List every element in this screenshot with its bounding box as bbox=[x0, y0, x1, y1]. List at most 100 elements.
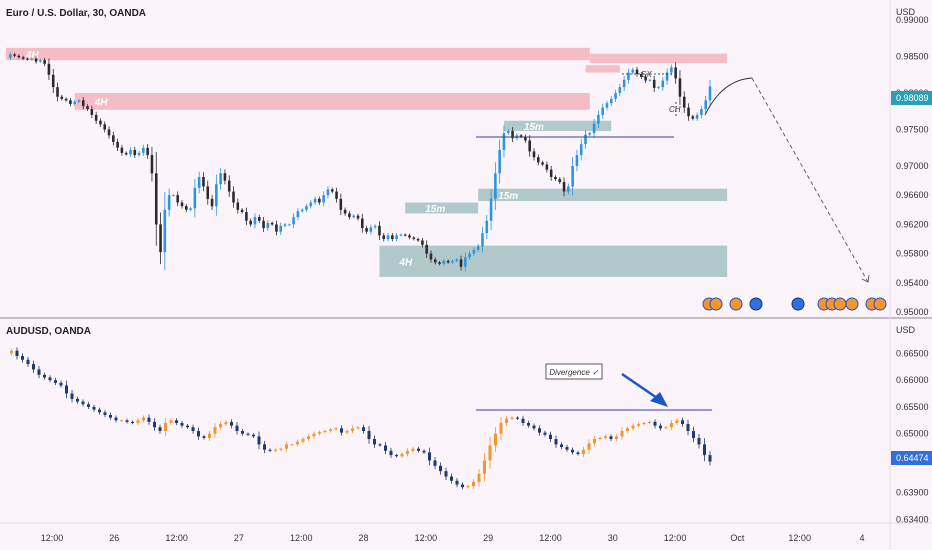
eur-candle bbox=[227, 180, 231, 192]
eur-candle bbox=[39, 60, 42, 62]
aud-candle bbox=[416, 448, 421, 451]
event-icon[interactable] bbox=[749, 297, 763, 311]
eur-price-scale[interactable]: 0.990000.985000.980000.975000.970000.966… bbox=[896, 15, 929, 317]
eur-candle bbox=[163, 209, 167, 253]
economic-event-icons[interactable] bbox=[702, 297, 887, 311]
demand-zone[interactable] bbox=[405, 202, 479, 214]
event-icon[interactable] bbox=[729, 297, 743, 311]
eur-candle bbox=[193, 187, 197, 209]
eur-candle bbox=[558, 179, 562, 183]
projection-dashed-arrow[interactable] bbox=[751, 77, 869, 283]
aud-candle bbox=[642, 422, 646, 425]
eur-candle bbox=[579, 144, 583, 156]
supply-zone[interactable] bbox=[6, 47, 590, 61]
aud-candle bbox=[356, 427, 360, 429]
supply-zone[interactable] bbox=[585, 65, 620, 73]
aud-candle bbox=[169, 420, 173, 423]
divergence-arrow[interactable] bbox=[621, 372, 661, 402]
eur-candle bbox=[288, 224, 291, 226]
aud-price-scale[interactable]: 0.665000.660000.655000.650000.645000.639… bbox=[896, 348, 929, 524]
x-tick: 12:00 bbox=[165, 533, 188, 543]
eur-candle bbox=[129, 149, 132, 155]
eur-candle bbox=[309, 202, 313, 207]
aud-candle bbox=[631, 425, 635, 429]
aud-candle bbox=[284, 444, 289, 449]
aud-candle bbox=[103, 412, 107, 415]
eur-candle bbox=[279, 225, 283, 232]
eur-y-tick: 0.95800 bbox=[896, 249, 929, 259]
eur-candle bbox=[34, 58, 38, 62]
eur-candle bbox=[56, 87, 59, 97]
eur-candle bbox=[262, 220, 265, 229]
x-tick: 4 bbox=[859, 533, 864, 543]
aud-candle bbox=[383, 445, 388, 451]
divergence-label-box[interactable] bbox=[545, 363, 603, 380]
supply-zone[interactable] bbox=[74, 93, 590, 110]
aud-candle bbox=[70, 393, 74, 399]
eur-candle bbox=[412, 237, 416, 239]
aud-candle bbox=[273, 449, 278, 451]
demand-zone[interactable] bbox=[503, 120, 612, 131]
eur-candle bbox=[459, 259, 463, 267]
eur-candle bbox=[506, 130, 510, 134]
eur-candle bbox=[86, 106, 89, 110]
x-tick: 30 bbox=[608, 533, 618, 543]
aud-candle bbox=[86, 404, 91, 407]
event-icon[interactable] bbox=[791, 297, 805, 311]
aud-y-tick: 0.63400 bbox=[896, 514, 929, 524]
x-tick: 29 bbox=[483, 533, 493, 543]
eur-candle bbox=[77, 100, 81, 102]
aud-candle bbox=[185, 425, 190, 428]
eur-candle bbox=[691, 116, 695, 119]
aud-candle bbox=[592, 439, 597, 444]
event-icon[interactable] bbox=[833, 297, 847, 311]
aud-candle bbox=[554, 439, 558, 445]
aud-candle bbox=[48, 377, 52, 381]
aud-candle bbox=[37, 369, 41, 375]
eur-candle bbox=[498, 149, 501, 174]
demand-zone[interactable] bbox=[379, 245, 728, 277]
eur-candle bbox=[47, 63, 51, 75]
aud-candle bbox=[576, 452, 580, 455]
supply-zone-label: 4H bbox=[25, 50, 40, 61]
demand-zone-label: 15m bbox=[425, 204, 445, 215]
eur-candle bbox=[257, 217, 261, 221]
event-icon[interactable] bbox=[873, 297, 887, 311]
aud-candle bbox=[521, 418, 525, 423]
aud-candle bbox=[361, 427, 366, 431]
demand-zone[interactable] bbox=[478, 188, 728, 202]
eur-candle bbox=[215, 184, 218, 207]
demand-zone-label: 4H bbox=[398, 257, 413, 268]
eur-candle bbox=[464, 257, 467, 267]
eur-zones-layer: 4H 4H 15m 15m 15m 4H bbox=[6, 47, 728, 277]
divergence-label: Divergence ✓ bbox=[549, 368, 599, 377]
eur-candle bbox=[502, 133, 506, 150]
aud-candle bbox=[587, 443, 591, 450]
eur-candle bbox=[210, 198, 214, 207]
eur-candle bbox=[614, 93, 617, 99]
x-tick: 12:00 bbox=[290, 533, 313, 543]
eur-y-tick: 0.98500 bbox=[896, 52, 929, 62]
eur-candle bbox=[554, 176, 557, 180]
supply-zone[interactable] bbox=[589, 53, 728, 64]
eur-candle bbox=[296, 211, 300, 218]
eur-candle bbox=[206, 186, 210, 199]
event-icon[interactable] bbox=[709, 297, 723, 311]
eur-candle bbox=[292, 217, 295, 225]
projection-arrowhead bbox=[861, 274, 870, 283]
projection-curve[interactable] bbox=[704, 77, 753, 116]
eur-candle bbox=[176, 195, 179, 203]
eur-candle bbox=[51, 74, 55, 88]
eur-candle bbox=[300, 209, 304, 212]
aud-candle bbox=[350, 428, 355, 431]
demand-zone-label: 15m bbox=[524, 122, 544, 133]
eur-candle bbox=[146, 147, 149, 156]
eur-candle bbox=[386, 235, 390, 239]
aud-candle bbox=[97, 409, 102, 413]
event-icon[interactable] bbox=[845, 297, 859, 311]
eur-candle bbox=[240, 209, 244, 212]
eur-candle bbox=[185, 206, 188, 210]
time-scale[interactable]: 12:00 26 12:00 27 12:00 28 12:00 29 12:00 30 12:00… bbox=[41, 533, 865, 543]
